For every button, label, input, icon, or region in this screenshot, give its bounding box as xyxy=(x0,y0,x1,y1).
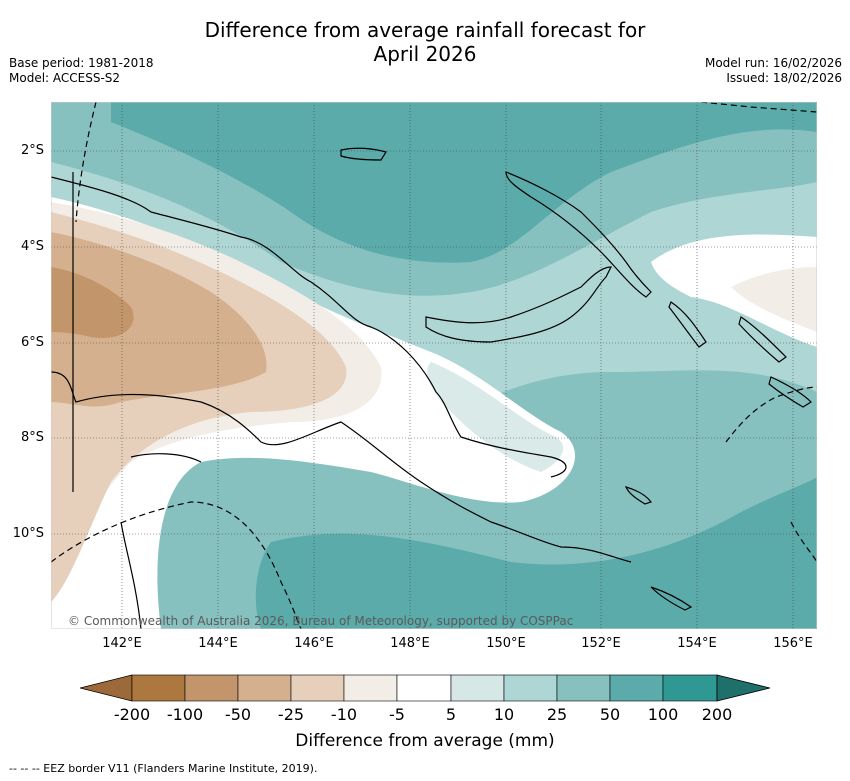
rain-anomaly-map xyxy=(51,102,817,629)
lon-label-152e: 152°E xyxy=(581,636,621,651)
contour-minus-10-east xyxy=(731,267,817,332)
lat-label-6s: 6°S xyxy=(20,335,44,350)
contour-10 xyxy=(427,362,564,472)
colorbar-tick: -50 xyxy=(224,705,252,724)
colorbar-arrow-high xyxy=(716,674,770,702)
colorbar-segment-5 xyxy=(343,674,398,702)
colorbar-tick: 10 xyxy=(493,705,515,724)
eez-borders xyxy=(51,102,817,629)
colorbar-segment-8 xyxy=(503,674,558,702)
title-line-1: Difference from average rainfall forecas… xyxy=(204,18,646,42)
lon-label-154e: 154°E xyxy=(677,636,717,651)
lon-label-150e: 150°E xyxy=(486,636,526,651)
base-period: Base period: 1981-2018 xyxy=(9,56,154,70)
colorbar-segment-9 xyxy=(556,674,611,702)
colorbar-label: Difference from average (mm) xyxy=(295,731,555,751)
colorbar-segment-7 xyxy=(450,674,505,702)
eez-footnote: -- -- -- EEZ border V11 (Flanders Marine… xyxy=(9,762,318,775)
colorbar-tick: 100 xyxy=(647,705,679,724)
colorbar-tick: -25 xyxy=(277,705,305,724)
lon-label-144e: 144°E xyxy=(198,636,238,651)
colorbar xyxy=(80,674,770,702)
colorbar-segment-2 xyxy=(184,674,239,702)
colorbar-segment-1 xyxy=(131,674,186,702)
model-name: Model: ACCESS-S2 xyxy=(9,71,121,85)
meta-right: Model run: 16/02/2026 Issued: 18/02/2026 xyxy=(705,56,842,86)
map-credit: © Commonwealth of Australia 2026, Bureau… xyxy=(68,614,574,628)
lat-label-2s: 2°S xyxy=(20,143,44,158)
colorbar-tick: -5 xyxy=(389,705,405,724)
colorbar-tick: 25 xyxy=(546,705,568,724)
lon-label-156e: 156°E xyxy=(773,636,813,651)
contour-50-north xyxy=(111,102,817,263)
colorbar-tick: 5 xyxy=(445,705,457,724)
meta-left: Base period: 1981-2018 Model: ACCESS-S2 xyxy=(9,56,154,86)
colorbar-tick: 50 xyxy=(599,705,621,724)
issued-date: Issued: 18/02/2026 xyxy=(726,71,842,85)
lat-label-4s: 4°S xyxy=(20,239,44,254)
coastlines xyxy=(51,147,812,629)
lat-label-8s: 8°S xyxy=(20,430,44,445)
colorbar-tick: -200 xyxy=(113,705,151,724)
colorbar-arrow-low xyxy=(80,674,133,702)
contour-minus-50 xyxy=(51,232,267,407)
colorbar-tick: 200 xyxy=(701,705,733,724)
model-run: Model run: 16/02/2026 xyxy=(704,56,842,70)
contour-neutral-east xyxy=(651,234,817,347)
map-title: Difference from average rainfall forecas… xyxy=(0,18,850,66)
lon-label-148e: 148°E xyxy=(390,636,430,651)
colorbar-segment-6 xyxy=(396,674,452,702)
colorbar-segment-10 xyxy=(609,674,664,702)
colorbar-segment-11 xyxy=(662,674,718,702)
title-line-2: April 2026 xyxy=(373,42,477,66)
colorbar-tick: -100 xyxy=(166,705,204,724)
lat-label-10s: 10°S xyxy=(12,526,44,541)
colorbar-segment-3 xyxy=(237,674,292,702)
graticule xyxy=(51,102,817,629)
colorbar-tick: -10 xyxy=(330,705,358,724)
lon-label-142e: 142°E xyxy=(102,636,142,651)
contour-minus-100 xyxy=(51,267,134,338)
contour-50-south xyxy=(255,477,817,629)
lon-label-146e: 146°E xyxy=(294,636,334,651)
colorbar-segment-4 xyxy=(290,674,345,702)
